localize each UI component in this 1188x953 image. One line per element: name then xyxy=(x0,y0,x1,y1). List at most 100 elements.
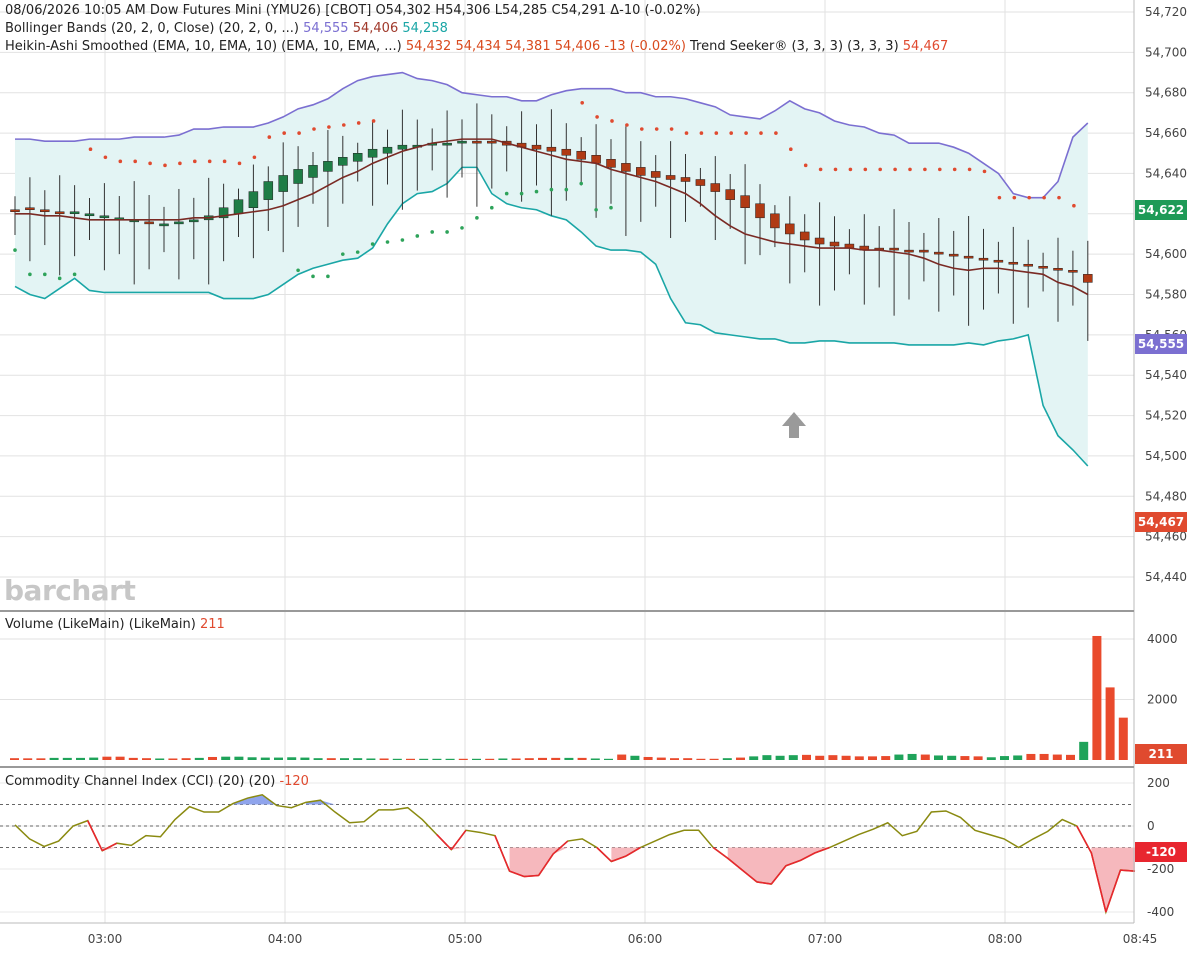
heikin-ashi-candle xyxy=(278,175,288,192)
bollinger-legend[interactable]: Bollinger Bands (20, 2, 0, Close) (20, 2… xyxy=(5,20,448,38)
heikin-ashi-candle xyxy=(263,181,274,200)
heikin-ashi-candle xyxy=(546,146,557,152)
time-tick-label: 08:45 xyxy=(1123,932,1158,946)
volume-bar xyxy=(1013,755,1023,760)
heikin-ashi-candle xyxy=(621,163,631,172)
volume-bar xyxy=(643,756,653,760)
volume-bar xyxy=(683,758,693,760)
trend-seeker-dot xyxy=(744,131,748,135)
volume-bar xyxy=(1052,754,1062,760)
trend-seeker-dot xyxy=(342,123,346,127)
trend-seeker-dot xyxy=(714,131,719,135)
price-tick-label: 54,460 xyxy=(1145,530,1187,544)
heikin-ashi-candle xyxy=(25,207,35,211)
ha-close-value: 54,406 xyxy=(554,39,601,54)
volume-bar xyxy=(89,757,99,760)
trend-seeker-dot xyxy=(282,131,287,135)
volume-legend[interactable]: Volume (LikeMain) (LikeMain) 211 xyxy=(5,616,225,634)
trend-seeker-dot xyxy=(400,238,405,242)
trend-seeker-dot xyxy=(684,131,689,135)
trend-seeker-dot xyxy=(267,135,272,139)
heikin-ashi-candle xyxy=(576,150,586,160)
trend-seeker-tag: 54,467 xyxy=(1135,512,1187,532)
bollinger-mid-value: 54,406 xyxy=(352,21,399,36)
volume-bar xyxy=(775,755,785,760)
price-tick-label: 54,680 xyxy=(1145,86,1187,100)
heikin-ashi-candle xyxy=(904,249,914,253)
heikin-ashi-legend[interactable]: Heikin-Ashi Smoothed (EMA, 10, EMA, 10) … xyxy=(5,38,948,56)
bollinger-mid-line xyxy=(15,138,1089,296)
trend-seeker-dot xyxy=(252,155,257,160)
trend-seeker-dot xyxy=(460,226,464,230)
trend-seeker-dot xyxy=(699,131,704,135)
price-tick-label: 54,700 xyxy=(1145,45,1187,59)
volume-bar xyxy=(802,754,811,760)
trend-seeker-dot xyxy=(207,159,212,164)
volume-value: 211 xyxy=(199,617,225,632)
time-tick-label: 03:00 xyxy=(88,932,123,946)
cci-label: Commodity Channel Index (CCI) (20) (20) xyxy=(5,774,276,789)
volume-bar xyxy=(1039,753,1049,760)
volume-bar xyxy=(419,758,429,760)
volume-bar xyxy=(960,756,970,760)
volume-bar xyxy=(934,755,943,760)
volume-bar xyxy=(828,755,838,760)
volume-bar xyxy=(788,755,798,760)
heikin-ashi-candle xyxy=(472,140,482,144)
volume-bar xyxy=(326,758,336,760)
volume-bar xyxy=(353,758,363,760)
volume-bar xyxy=(986,757,996,760)
volume-bar xyxy=(168,758,178,760)
heikin-ashi-candle xyxy=(233,199,244,215)
volume-bar xyxy=(260,757,270,760)
trend-seeker-dot xyxy=(952,167,957,172)
cci-tick-label: -400 xyxy=(1147,905,1174,919)
volume-bar xyxy=(670,758,679,760)
volume-bar xyxy=(62,757,72,760)
volume-bar xyxy=(458,758,468,760)
volume-bar xyxy=(10,758,19,760)
trend-seeker-dot xyxy=(72,272,77,277)
trend-seeker-dot xyxy=(370,242,375,246)
heikin-ashi-candle xyxy=(189,219,199,223)
time-tick-label: 07:00 xyxy=(808,932,843,946)
volume-bar xyxy=(920,754,930,760)
trend-seeker-dot xyxy=(296,268,300,273)
heikin-ashi-candle xyxy=(248,191,259,208)
volume-bar xyxy=(1079,741,1089,760)
trend-seeker-dot xyxy=(356,121,361,125)
trend-seeker-dot xyxy=(848,167,853,172)
volume-bar xyxy=(379,758,389,760)
volume-bar xyxy=(947,755,957,760)
price-tick-label: 54,440 xyxy=(1145,570,1187,584)
heikin-ashi-candle xyxy=(218,207,229,219)
cci-legend[interactable]: Commodity Channel Index (CCI) (20) (20) … xyxy=(5,773,309,791)
trend-seeker-dot xyxy=(237,161,242,166)
trend-seeker-dot xyxy=(1027,195,1031,200)
heikin-ashi-candle xyxy=(710,183,721,192)
heikin-ashi-candle xyxy=(397,144,408,150)
trend-seeker-dot xyxy=(789,147,793,152)
volume-bar xyxy=(564,757,574,760)
trend-seeker-dot xyxy=(982,169,987,174)
heikin-ashi-candle xyxy=(725,189,735,200)
heikin-ashi-candle xyxy=(54,211,65,215)
heikin-ashi-candle xyxy=(963,255,974,259)
trend-seeker-dot xyxy=(610,119,614,123)
trend-seeker-dot xyxy=(475,216,479,220)
trend-seeker-dot xyxy=(430,230,435,234)
volume-bar xyxy=(340,758,349,760)
time-tick-label: 06:00 xyxy=(628,932,663,946)
price-tick-label: 54,480 xyxy=(1145,489,1187,503)
volume-bar xyxy=(208,756,217,760)
volume-bar xyxy=(1118,717,1128,760)
heikin-ashi-candle xyxy=(919,249,929,253)
trend-seeker-dot xyxy=(893,167,897,172)
volume-bar xyxy=(247,757,257,760)
last-price-tag: 54,622 xyxy=(1135,200,1187,220)
cci-line xyxy=(14,794,1136,915)
trend-seeker-dot xyxy=(1042,195,1046,200)
time-tick-label: 08:00 xyxy=(988,932,1023,946)
trend-seeker-dot xyxy=(13,248,17,252)
